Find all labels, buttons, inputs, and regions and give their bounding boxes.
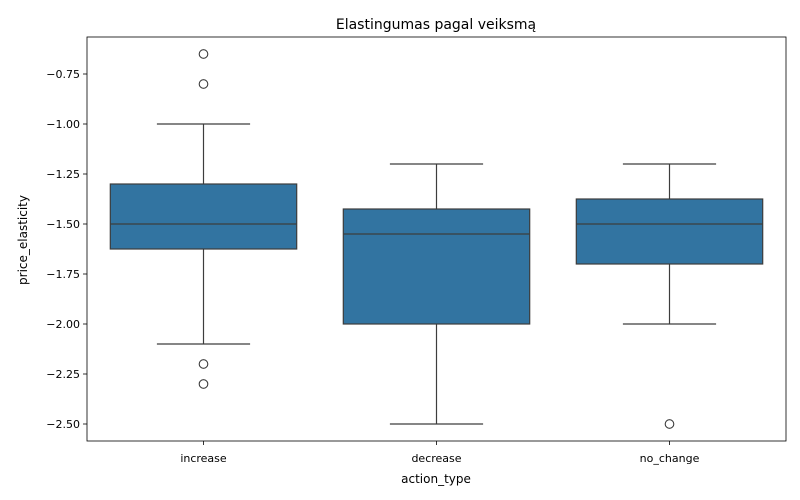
y-tick-label: −1.75 xyxy=(46,268,80,281)
outlier-point xyxy=(198,379,209,389)
y-tick-label: −1.50 xyxy=(46,218,80,231)
y-tick-label: −1.25 xyxy=(46,168,80,181)
y-tick-label: −2.50 xyxy=(46,418,80,431)
box-no_change xyxy=(575,198,764,265)
plot-area: −0.75 −1.00 −1.25 −1.50 −1.75 −2.00 −2.25 −2.50… xyxy=(46,49,764,465)
chart-title: Elastingumas pagal veiksmą xyxy=(336,17,536,33)
x-tick-label: decrease xyxy=(411,452,461,465)
plot-frame xyxy=(86,36,787,442)
x-axis-label: action_type xyxy=(401,472,471,486)
outlier-point xyxy=(664,419,675,429)
outlier-point xyxy=(198,79,209,89)
y-tick-label: −2.25 xyxy=(46,368,80,381)
y-axis-label: price_elasticity xyxy=(16,195,30,285)
box-decrease xyxy=(342,208,531,325)
x-tick-label: increase xyxy=(180,452,227,465)
y-tick-label: −2.00 xyxy=(46,318,80,331)
box-increase xyxy=(109,183,298,250)
y-tick-label: −0.75 xyxy=(46,68,80,81)
outlier-point xyxy=(198,49,209,59)
x-tick-label: no_change xyxy=(640,452,700,465)
y-tick-label: −1.00 xyxy=(46,118,80,131)
outlier-point xyxy=(198,359,209,369)
